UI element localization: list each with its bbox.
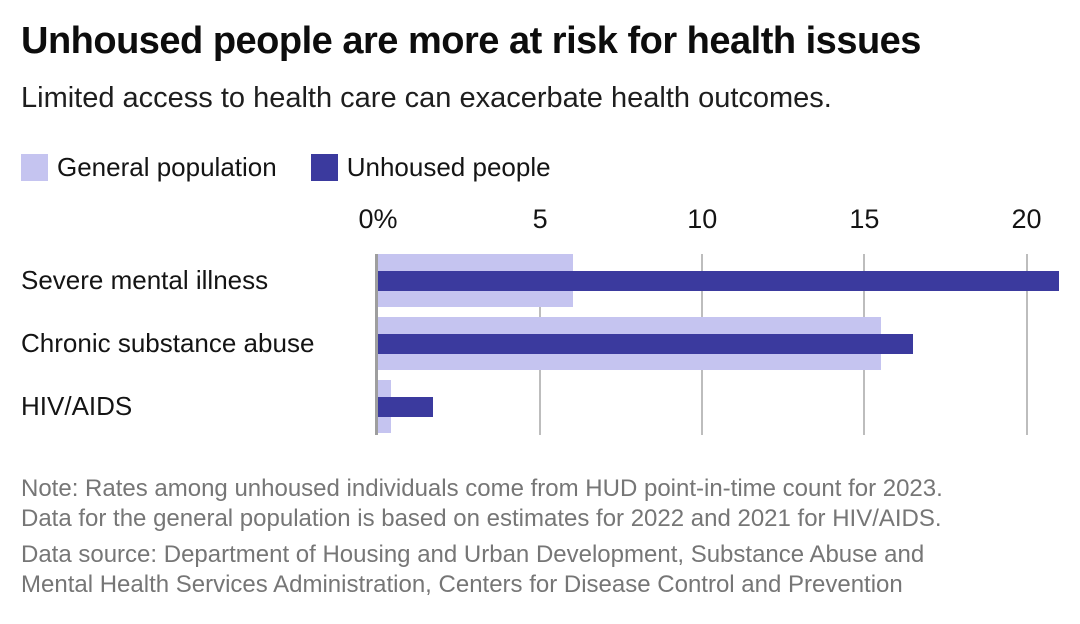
legend-item-general-population: General population — [21, 152, 277, 183]
category-label-severe-mental-illness: Severe mental illness — [21, 265, 269, 295]
legend-item-unhoused-people: Unhoused people — [310, 152, 551, 183]
legend-label: General population — [57, 152, 277, 182]
legend: General population Unhoused people — [21, 152, 551, 183]
x-tick-label-0: 0% — [358, 204, 398, 234]
x-tick-label-15: 15 — [849, 204, 880, 234]
source-line: Data source: Department of Housing and U… — [21, 541, 925, 568]
chart-subtitle: Limited access to health care can exacer… — [21, 82, 832, 114]
category-label-chronic-substance-abuse: Chronic substance abuse — [21, 328, 315, 358]
note-line: Data for the general population is based… — [21, 505, 942, 532]
legend-label: Unhoused people — [346, 152, 551, 182]
bar-unhoused-people-severe-mental-illness — [378, 270, 1059, 291]
chart-data-source: Data source: Department of Housing and U… — [21, 540, 924, 600]
gridline-20 — [1025, 254, 1028, 435]
source-line: Mental Health Services Administration, C… — [21, 571, 903, 598]
x-tick-label-20: 20 — [1011, 204, 1042, 234]
chart-title: Unhoused people are more at risk for hea… — [21, 20, 921, 62]
bar-unhoused-people-hiv-aids — [378, 396, 434, 417]
category-label-hiv-aids: HIV/AIDS — [21, 391, 133, 421]
x-tick-label-10: 10 — [687, 204, 718, 234]
bar-unhoused-people-chronic-substance-abuse — [378, 333, 914, 354]
plot-area — [375, 254, 1059, 435]
legend-swatch-general-population — [21, 154, 48, 181]
note-line: Note: Rates among unhoused individuals c… — [21, 475, 943, 502]
legend-swatch-unhoused-people — [310, 154, 338, 181]
zero-axis-line — [375, 254, 378, 435]
chart-note: Note: Rates among unhoused individuals c… — [21, 474, 943, 534]
x-tick-label-5: 5 — [532, 204, 548, 234]
